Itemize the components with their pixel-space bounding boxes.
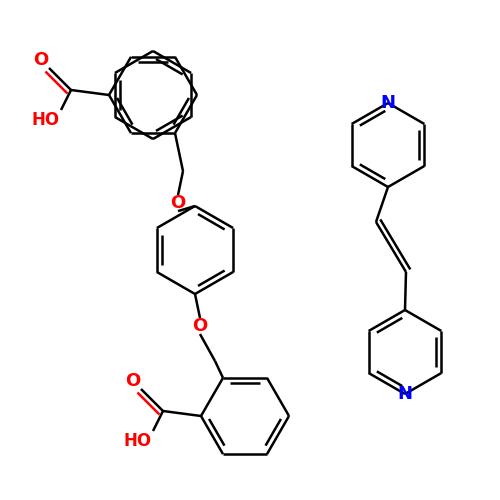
Text: O: O (126, 372, 140, 390)
Text: HO: HO (124, 432, 152, 450)
Text: N: N (380, 94, 396, 112)
Text: HO: HO (32, 111, 60, 129)
Text: O: O (192, 317, 208, 335)
Text: O: O (170, 194, 186, 212)
Text: N: N (398, 385, 412, 403)
Text: O: O (34, 51, 48, 69)
